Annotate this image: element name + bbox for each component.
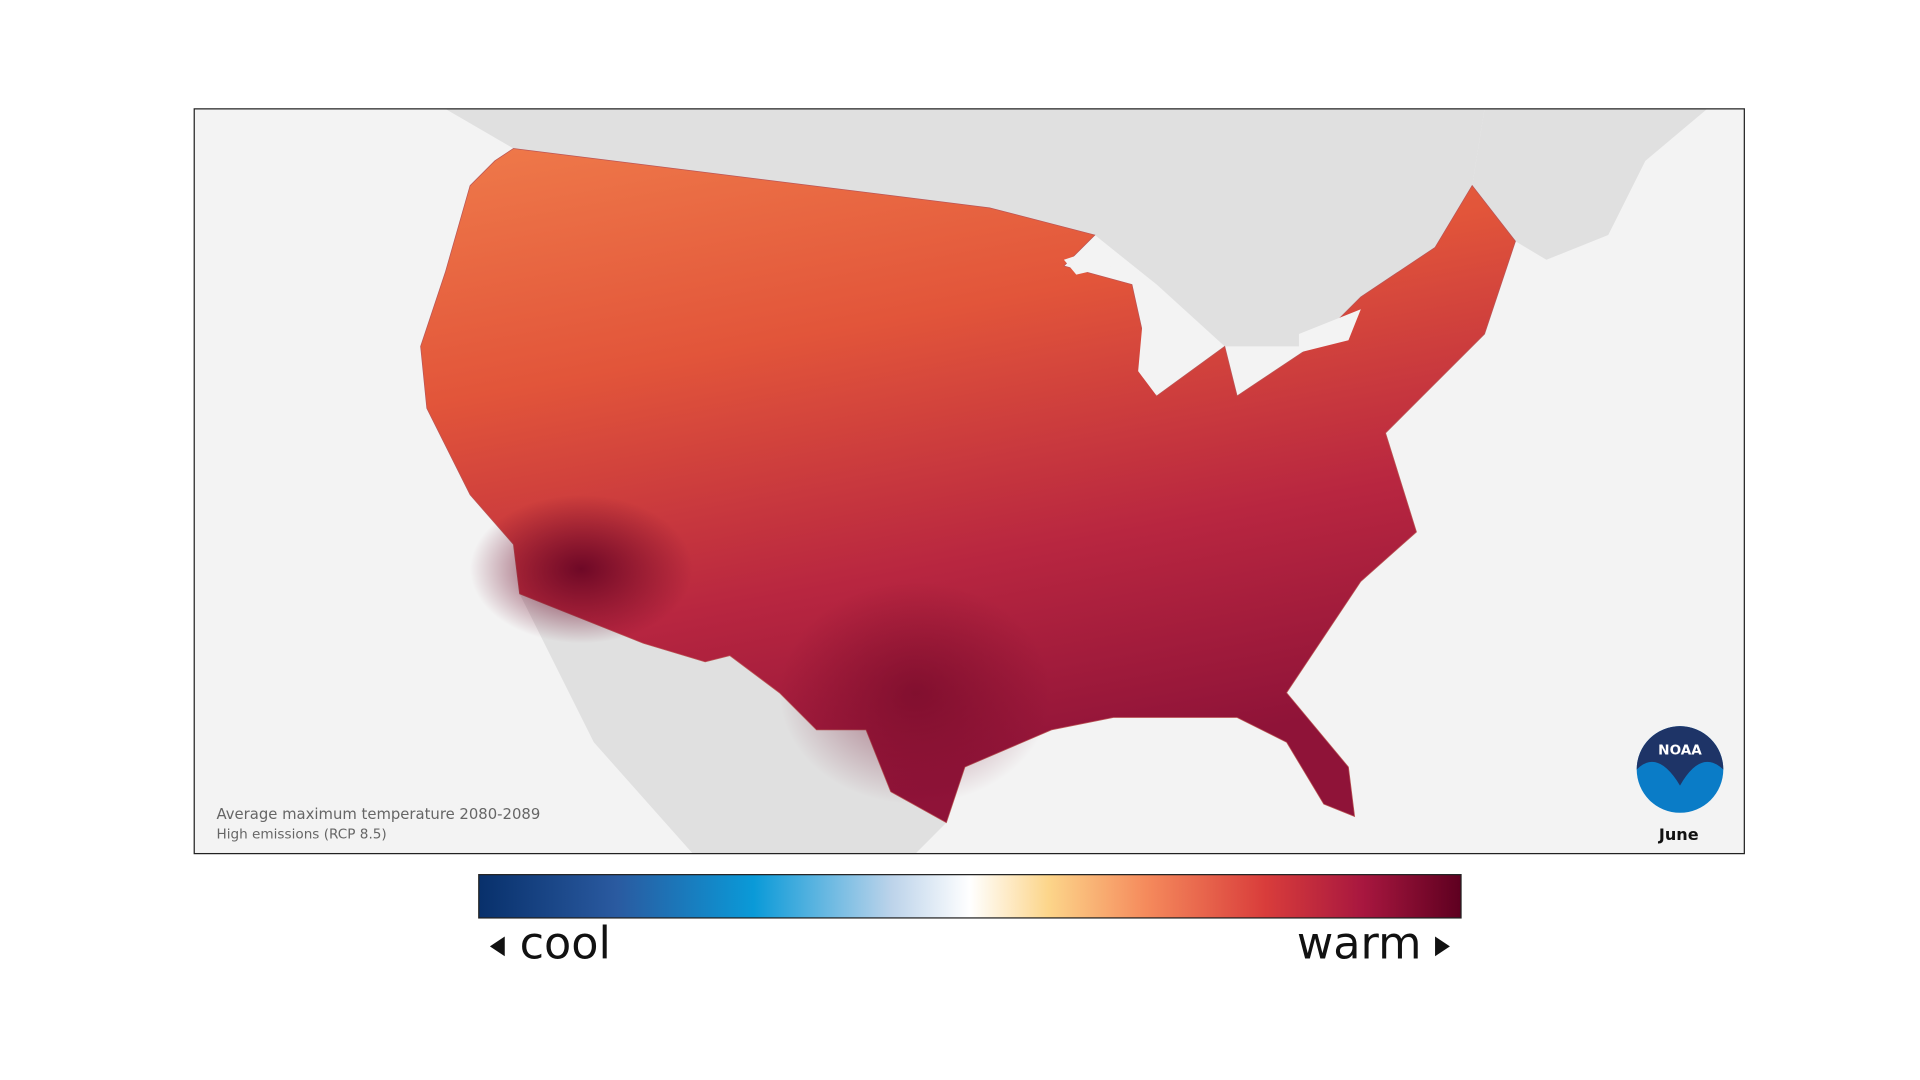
great-lakes <box>1063 247 1361 396</box>
basemap <box>420 108 1708 854</box>
warm-arrow <box>1435 936 1450 957</box>
caption-title: Average maximum temperature 2080-2089 <box>216 806 540 823</box>
map-frame <box>193 108 1745 855</box>
color-bar <box>478 874 1462 919</box>
logo-text: NOAA <box>1658 743 1702 759</box>
legend-high-label: warm <box>1297 918 1422 970</box>
month-label: June <box>1658 825 1699 844</box>
caption-subtitle: High emissions (RCP 8.5) <box>216 827 386 843</box>
legend-low-label: cool <box>520 918 611 970</box>
hot-desert <box>470 494 693 644</box>
canada <box>445 108 1485 347</box>
noaa-logo: NOAA <box>1636 726 1724 813</box>
canada-east <box>1472 108 1708 260</box>
logo-top <box>1636 726 1724 786</box>
hot-texas <box>779 581 1052 805</box>
mexico <box>519 593 947 854</box>
cool-arrow <box>489 936 505 957</box>
